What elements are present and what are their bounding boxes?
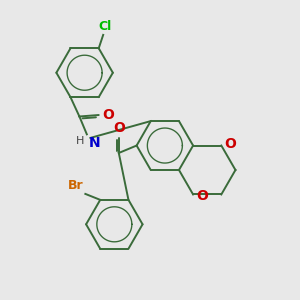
Text: H: H (76, 136, 84, 146)
Text: N: N (88, 136, 100, 150)
Text: O: O (113, 121, 125, 134)
Text: O: O (224, 137, 236, 151)
Text: O: O (102, 108, 114, 122)
Text: Br: Br (68, 179, 84, 192)
Text: O: O (196, 189, 208, 203)
Text: Cl: Cl (98, 20, 111, 33)
